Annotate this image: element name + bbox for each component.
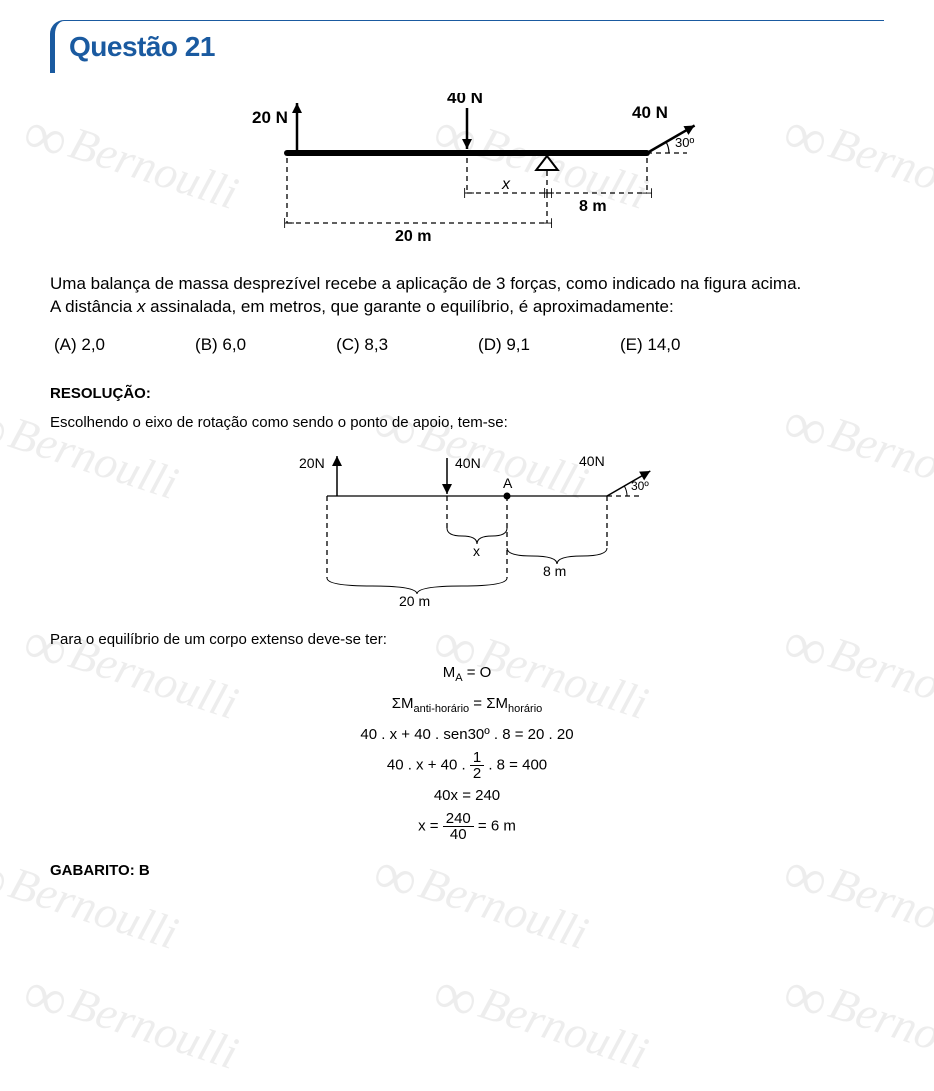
svg-text:⊢: ⊢ [463, 185, 475, 201]
eq-line5: 40x = 240 [50, 781, 884, 811]
svg-text:8 m: 8 m [543, 563, 566, 579]
eq-line1: MA = O [50, 658, 884, 689]
svg-text:30º: 30º [631, 479, 649, 493]
svg-text:⊣: ⊣ [541, 215, 553, 231]
svg-text:8 m: 8 m [579, 198, 607, 215]
svg-text:⊣: ⊣ [641, 185, 653, 201]
statement-line2b: assinalada, em metros, que garante o equ… [145, 297, 673, 316]
solution-intro: Escolhendo o eixo de rotação como sendo … [50, 414, 884, 431]
question-title: Questão 21 [69, 31, 215, 62]
svg-text:x: x [501, 176, 511, 193]
eq-line4: 40 . x + 40 . 12 . 8 = 400 [50, 750, 884, 781]
answer-key: GABARITO: B [50, 862, 884, 879]
options-row: (A) 2,0 (B) 6,0 (C) 8,3 (D) 9,1 (E) 14,0 [50, 335, 884, 355]
option: (D) 9,1 [478, 335, 530, 355]
watermark: ∞Bernoulli [425, 958, 656, 1091]
svg-text:20N: 20N [299, 455, 325, 471]
svg-text:20 m: 20 m [395, 228, 431, 245]
eq-line2: ΣManti-horário = ΣMhorário [50, 689, 884, 720]
svg-text:30º: 30º [675, 135, 694, 150]
svg-text:40N: 40N [455, 455, 481, 471]
equations: MA = O ΣManti-horário = ΣMhorário 40 . x… [50, 658, 884, 842]
eq-line3: 40 . x + 40 . sen30º . 8 = 20 . 20 [50, 720, 884, 750]
solution-title: RESOLUÇÃO: [50, 385, 884, 402]
svg-text:⊢: ⊢ [543, 185, 555, 201]
figure-1: 20 N40 N40 N30º⊢⊣x⊢⊣8 m⊢⊣20 m [50, 93, 884, 253]
statement-line1: Uma balança de massa desprezível recebe … [50, 274, 801, 293]
svg-text:⊢: ⊢ [283, 215, 295, 231]
svg-text:40 N: 40 N [447, 93, 483, 107]
svg-text:40N: 40N [579, 453, 605, 469]
svg-text:x: x [473, 543, 480, 559]
svg-text:20 N: 20 N [252, 108, 288, 127]
watermark: ∞Bernoulli [15, 958, 246, 1091]
solution-para2: Para o equilíbrio de um corpo extenso de… [50, 631, 884, 648]
question-header: Questão 21 [50, 20, 884, 73]
problem-statement: Uma balança de massa desprezível recebe … [50, 273, 884, 319]
statement-line2a: A distância [50, 297, 137, 316]
svg-text:A: A [503, 475, 513, 491]
figure-2: 20N 40N 40N 30º Ax 8 m 20 m [50, 441, 884, 611]
option: (A) 2,0 [54, 335, 105, 355]
svg-text:40 N: 40 N [632, 103, 668, 122]
option: (E) 14,0 [620, 335, 680, 355]
option: (C) 8,3 [336, 335, 388, 355]
watermark: ∞Bernoulli [775, 958, 934, 1091]
eq-line6: x = 24040 = 6 m [50, 811, 884, 842]
svg-text:20 m: 20 m [399, 593, 430, 609]
option: (B) 6,0 [195, 335, 246, 355]
